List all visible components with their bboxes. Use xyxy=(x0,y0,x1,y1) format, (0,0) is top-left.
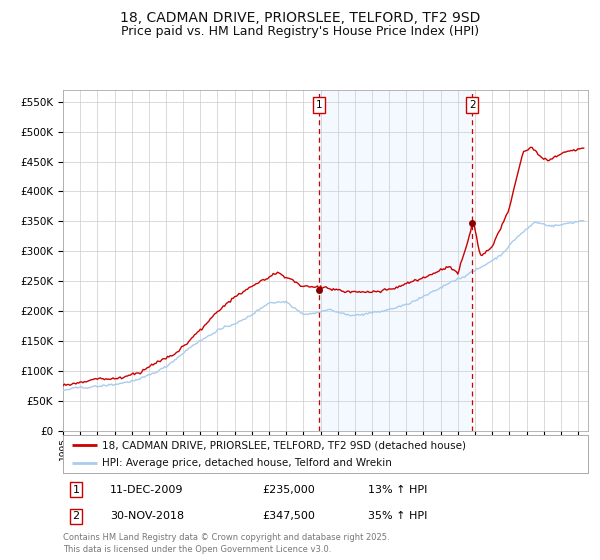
Text: 11-DEC-2009: 11-DEC-2009 xyxy=(110,484,184,494)
Text: 2: 2 xyxy=(469,100,475,110)
Text: HPI: Average price, detached house, Telford and Wrekin: HPI: Average price, detached house, Telf… xyxy=(103,458,392,468)
Text: £347,500: £347,500 xyxy=(263,511,316,521)
Text: 30-NOV-2018: 30-NOV-2018 xyxy=(110,511,184,521)
Text: 2: 2 xyxy=(73,511,80,521)
Text: 18, CADMAN DRIVE, PRIORSLEE, TELFORD, TF2 9SD (detached house): 18, CADMAN DRIVE, PRIORSLEE, TELFORD, TF… xyxy=(103,440,466,450)
Text: Price paid vs. HM Land Registry's House Price Index (HPI): Price paid vs. HM Land Registry's House … xyxy=(121,25,479,38)
Text: 35% ↑ HPI: 35% ↑ HPI xyxy=(367,511,427,521)
Bar xyxy=(319,90,472,431)
Text: 13% ↑ HPI: 13% ↑ HPI xyxy=(367,484,427,494)
Text: £235,000: £235,000 xyxy=(263,484,315,494)
Text: 18, CADMAN DRIVE, PRIORSLEE, TELFORD, TF2 9SD: 18, CADMAN DRIVE, PRIORSLEE, TELFORD, TF… xyxy=(120,11,480,25)
Text: Contains HM Land Registry data © Crown copyright and database right 2025.
This d: Contains HM Land Registry data © Crown c… xyxy=(63,533,389,554)
Text: 1: 1 xyxy=(73,484,80,494)
Text: 1: 1 xyxy=(316,100,322,110)
